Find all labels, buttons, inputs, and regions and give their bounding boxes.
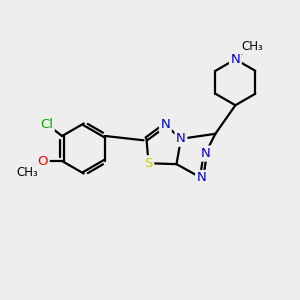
Text: Cl: Cl — [40, 118, 53, 131]
Text: CH₃: CH₃ — [241, 40, 263, 53]
Text: N: N — [230, 53, 240, 66]
Text: O: O — [38, 154, 48, 167]
Text: N: N — [197, 172, 206, 184]
Text: S: S — [144, 157, 153, 170]
Text: N: N — [176, 132, 186, 145]
Text: N: N — [160, 118, 170, 131]
Text: CH₃: CH₃ — [17, 166, 38, 179]
Text: N: N — [200, 147, 210, 160]
